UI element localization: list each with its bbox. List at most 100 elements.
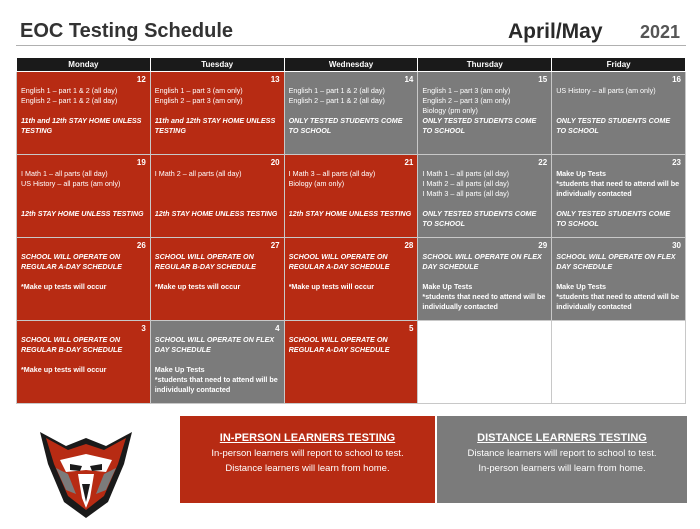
- page-header: EOC Testing Schedule April/May 2021: [16, 14, 686, 48]
- spacer: [155, 179, 280, 189]
- schedule-notice: ONLY TESTED STUDENTS COME TO SCHOOL: [556, 209, 671, 228]
- schedule-notice: 12th STAY HOME UNLESS TESTING: [154, 209, 278, 218]
- test-entry: I Math 2 – all parts (all day): [422, 179, 510, 188]
- schedule-notice: ONLY TESTED STUDENTS COME TO SCHOOL: [422, 209, 537, 228]
- calendar-day-cell: 3 SCHOOL WILL OPERATE ON REGULAR B-DAY SC…: [16, 320, 151, 404]
- weekday-header-row: Monday Tuesday Wednesday Thursday Friday: [16, 57, 686, 72]
- calendar-day-cell: 20 I Math 2 – all parts (all day) 12th STA…: [149, 154, 285, 238]
- in-person-heading: IN-PERSON LEARNERS TESTING: [219, 432, 396, 444]
- schedule-notice: ONLY TESTED STUDENTS COME TO SCHOOL: [288, 116, 403, 135]
- day-number: 12: [136, 75, 146, 84]
- day-number: 3: [141, 324, 146, 333]
- day-events: [422, 335, 547, 401]
- distance-testing-panel: DISTANCE LEARNERS TESTING Distance learn…: [437, 416, 687, 503]
- schedule-notice: SCHOOL WILL OPERATE ON REGULAR B-DAY SCH…: [21, 335, 123, 354]
- schedule-notice: SCHOOL WILL OPERATE ON REGULAR A-DAY SCH…: [288, 335, 390, 354]
- test-entry: *Make up tests will occur: [21, 282, 107, 291]
- day-events: SCHOOL WILL OPERATE ON FLEX DAY SCHEDULE…: [422, 252, 547, 318]
- day-number: 13: [270, 75, 280, 84]
- schedule-notice: ONLY TESTED STUDENTS COME TO SCHOOL: [422, 116, 537, 135]
- test-entry: I Math 2 – all parts (all day): [154, 169, 242, 178]
- schedule-notice: SCHOOL WILL OPERATE ON REGULAR A-DAY SCH…: [288, 252, 390, 271]
- day-events: SCHOOL WILL OPERATE ON REGULAR A-DAY SCH…: [21, 252, 146, 318]
- distance-heading: DISTANCE LEARNERS TESTING: [477, 432, 647, 444]
- day-number: 30: [672, 241, 681, 250]
- page-title: EOC Testing Schedule: [20, 20, 233, 42]
- spacer: [422, 199, 547, 209]
- test-entry: Make Up Tests: [556, 282, 606, 291]
- calendar-day-cell: 5 SCHOOL WILL OPERATE ON REGULAR A-DAY SC…: [283, 320, 419, 404]
- spacer: [289, 199, 414, 209]
- test-entry: *Make up tests will occur: [154, 282, 241, 291]
- day-events: I Math 1 – all parts (all day) US History…: [21, 169, 146, 235]
- spacer: [155, 272, 280, 282]
- schedule-notice: SCHOOL WILL OPERATE ON REGULAR B-DAY SCH…: [154, 252, 256, 271]
- weekday-header: Thursday: [417, 57, 553, 72]
- day-events: [556, 335, 681, 401]
- day-events: Make Up Tests *students that need to atte…: [556, 169, 681, 235]
- test-entry: Make Up Tests: [556, 169, 606, 178]
- day-events: English 1 – part 3 (am only) English 2 – …: [422, 86, 547, 152]
- day-number: 29: [538, 241, 548, 250]
- calendar-day-cell: 27 SCHOOL WILL OPERATE ON REGULAR B-DAY S…: [149, 237, 285, 321]
- calendar-day-cell: [417, 320, 553, 404]
- day-number: 22: [538, 158, 548, 167]
- spacer: [556, 106, 681, 116]
- weekday-header: Monday: [16, 57, 151, 72]
- test-entry: English 2 – part 1 & 2 (all day): [21, 96, 118, 105]
- day-events: I Math 1 – all parts (all day) I Math 2 –…: [422, 169, 547, 235]
- spacer: [289, 272, 414, 282]
- test-entry: English 1 – part 3 (am only): [154, 86, 243, 95]
- day-events: English 1 – part 1 & 2 (all day) English …: [21, 86, 146, 152]
- day-number: 14: [404, 75, 414, 84]
- test-entry: I Math 1 – all parts (all day): [21, 169, 108, 178]
- spacer: [155, 106, 280, 116]
- schedule-notice: 12th STAY HOME UNLESS TESTING: [288, 209, 412, 218]
- day-number: 27: [270, 241, 280, 250]
- test-entry: English 1 – part 1 & 2 (all day): [288, 86, 385, 95]
- in-person-line-1: In-person learners will report to school…: [211, 448, 404, 459]
- schedule-notice: 11th and 12th STAY HOME UNLESS TESTING: [154, 116, 276, 135]
- schedule-notice: 12th STAY HOME UNLESS TESTING: [21, 209, 144, 218]
- test-entry: English 1 – part 1 & 2 (all day): [21, 86, 118, 95]
- calendar-day-cell: 21 I Math 3 – all parts (all day) Biology …: [283, 154, 419, 238]
- weekday-header: Friday: [551, 57, 686, 72]
- spacer: [21, 189, 146, 199]
- day-events: US History – all parts (am only) ONLY TES…: [556, 86, 681, 152]
- distance-line-1: Distance learners will report to school …: [467, 448, 657, 459]
- spacer: [289, 106, 414, 116]
- day-events: SCHOOL WILL OPERATE ON FLEX DAY SCHEDULE…: [155, 335, 280, 401]
- calendar-day-cell: 4 SCHOOL WILL OPERATE ON FLEX DAY SCHEDUL…: [149, 320, 285, 404]
- day-events: SCHOOL WILL OPERATE ON FLEX DAY SCHEDULE…: [556, 252, 681, 318]
- calendar-day-cell: 30 SCHOOL WILL OPERATE ON FLEX DAY SCHEDU…: [551, 237, 686, 321]
- attendance-note: *students that need to attend will be in…: [154, 375, 278, 394]
- calendar-day-cell: 14 English 1 – part 1 & 2 (all day) Englis…: [283, 71, 419, 155]
- day-number: 26: [136, 241, 146, 250]
- day-number: 21: [404, 158, 414, 167]
- day-number: 4: [275, 324, 280, 333]
- spacer: [21, 199, 146, 209]
- calendar-day-cell: 29 SCHOOL WILL OPERATE ON FLEX DAY SCHEDU…: [417, 237, 553, 321]
- calendar-day-cell: 22 I Math 1 – all parts (all day) I Math 2…: [417, 154, 553, 238]
- spacer: [21, 106, 146, 116]
- calendar-day-cell: 16 US History – all parts (am only) ONLY T…: [551, 71, 686, 155]
- day-events: English 1 – part 1 & 2 (all day) English …: [289, 86, 414, 152]
- test-entry: *Make up tests will occur: [21, 365, 107, 374]
- year-label: 2021: [639, 22, 680, 42]
- day-events: I Math 2 – all parts (all day) 12th STAY …: [155, 169, 280, 235]
- schedule-notice: SCHOOL WILL OPERATE ON FLEX DAY SCHEDULE: [422, 252, 542, 271]
- day-number: 5: [408, 324, 414, 333]
- distance-line-2: In-person learners will learn from home.: [478, 463, 646, 474]
- schedule-notice: SCHOOL WILL OPERATE ON FLEX DAY SCHEDULE: [154, 335, 275, 354]
- test-entry: English 2 – part 1 & 2 (all day): [288, 96, 385, 105]
- calendar-week-row: 26 SCHOOL WILL OPERATE ON REGULAR A-DAY S…: [16, 237, 686, 321]
- spacer: [556, 96, 681, 106]
- day-events: SCHOOL WILL OPERATE ON REGULAR A-DAY SCH…: [289, 335, 414, 401]
- day-events: SCHOOL WILL OPERATE ON REGULAR B-DAY SCH…: [155, 252, 280, 318]
- day-number: 19: [136, 158, 146, 167]
- spacer: [21, 355, 146, 365]
- spacer: [155, 355, 280, 365]
- calendar-day-cell: 13 English 1 – part 3 (am only) English 2 …: [149, 71, 285, 155]
- redhawk-mascot-icon: [36, 424, 136, 522]
- spacer: [556, 272, 681, 282]
